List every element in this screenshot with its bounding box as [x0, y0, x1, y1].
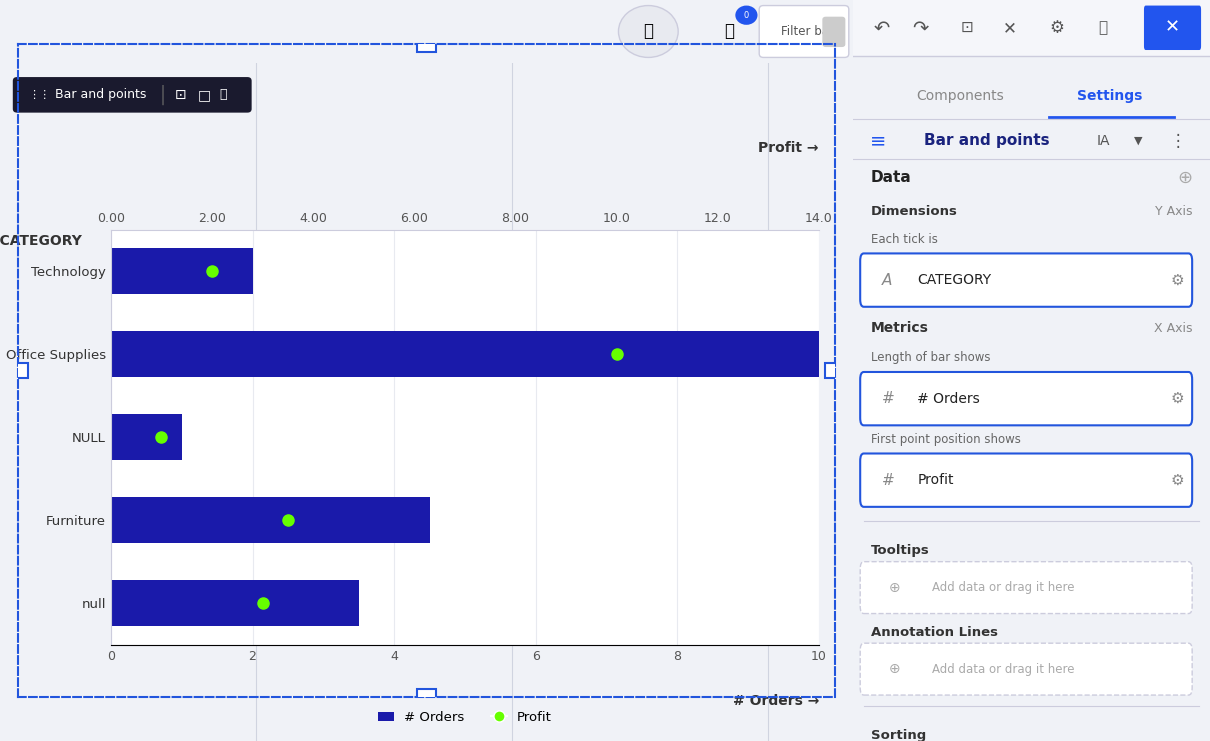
- Text: Bar and points: Bar and points: [56, 88, 146, 102]
- Text: Profit: Profit: [917, 473, 953, 487]
- Bar: [111, 331, 819, 377]
- Text: IA: IA: [1096, 134, 1110, 147]
- Text: ↑ CATEGORY: ↑ CATEGORY: [0, 234, 82, 247]
- Text: ⚙: ⚙: [1171, 273, 1185, 288]
- Text: Sorting: Sorting: [871, 729, 926, 741]
- Text: ⊡: ⊡: [175, 88, 186, 102]
- Text: #: #: [882, 391, 894, 406]
- FancyBboxPatch shape: [759, 6, 848, 58]
- Text: Annotation Lines: Annotation Lines: [871, 625, 998, 639]
- Text: Add data or drag it here: Add data or drag it here: [932, 581, 1074, 594]
- Text: Length of bar shows: Length of bar shows: [871, 351, 991, 365]
- FancyBboxPatch shape: [860, 643, 1192, 695]
- Text: ⊡: ⊡: [961, 20, 974, 36]
- FancyBboxPatch shape: [8, 362, 28, 379]
- Text: #: #: [882, 473, 894, 488]
- Text: ⋮: ⋮: [1170, 132, 1186, 150]
- Text: # Orders →: # Orders →: [732, 694, 819, 708]
- Text: Y Axis: Y Axis: [1154, 205, 1192, 218]
- Text: ⊕: ⊕: [888, 581, 900, 594]
- Bar: [111, 248, 253, 294]
- Text: ⊕: ⊕: [1177, 169, 1192, 187]
- Bar: [111, 414, 182, 460]
- FancyBboxPatch shape: [825, 362, 845, 379]
- FancyBboxPatch shape: [416, 36, 437, 53]
- Text: Filter bar: Filter bar: [780, 25, 834, 38]
- Text: Add data or drag it here: Add data or drag it here: [932, 662, 1074, 676]
- FancyBboxPatch shape: [13, 77, 252, 113]
- Text: Dimensions: Dimensions: [871, 205, 958, 218]
- Bar: [111, 497, 430, 543]
- FancyBboxPatch shape: [416, 688, 437, 705]
- Circle shape: [618, 5, 678, 58]
- Text: 🗑: 🗑: [219, 88, 226, 102]
- Text: X Axis: X Axis: [1153, 322, 1192, 335]
- Text: First point position shows: First point position shows: [871, 433, 1021, 446]
- Bar: [111, 580, 358, 626]
- Text: ⋮⋮: ⋮⋮: [28, 90, 51, 100]
- Text: ⚙: ⚙: [1171, 473, 1185, 488]
- Text: ✕: ✕: [1165, 19, 1180, 37]
- Text: □: □: [198, 88, 211, 102]
- Text: A: A: [882, 273, 892, 288]
- Text: 🛒: 🛒: [725, 22, 734, 41]
- Text: ↶: ↶: [874, 19, 889, 37]
- Bar: [853, 0, 1210, 56]
- Text: 👁: 👁: [644, 22, 653, 41]
- Text: ▼: ▼: [1134, 136, 1143, 146]
- Circle shape: [736, 5, 757, 24]
- Text: Bar and points: Bar and points: [924, 133, 1050, 148]
- Text: ✕: ✕: [1003, 19, 1018, 37]
- Text: 0: 0: [744, 10, 749, 20]
- FancyBboxPatch shape: [823, 17, 846, 47]
- FancyBboxPatch shape: [860, 562, 1192, 614]
- Text: Data: Data: [871, 170, 911, 185]
- FancyBboxPatch shape: [860, 372, 1192, 425]
- Text: CATEGORY: CATEGORY: [917, 273, 991, 287]
- Text: ⚙: ⚙: [1171, 391, 1185, 406]
- Text: Settings: Settings: [1077, 90, 1142, 103]
- Text: ≡: ≡: [870, 131, 886, 150]
- Text: Each tick is: Each tick is: [871, 233, 938, 246]
- FancyBboxPatch shape: [860, 253, 1192, 307]
- Text: Tooltips: Tooltips: [871, 544, 929, 557]
- Text: │: │: [157, 84, 168, 105]
- Text: Metrics: Metrics: [871, 322, 929, 335]
- Text: Profit →: Profit →: [759, 141, 819, 155]
- FancyBboxPatch shape: [1143, 6, 1202, 50]
- Text: # Orders: # Orders: [917, 392, 980, 405]
- Bar: [0, 0, 853, 63]
- Text: Components: Components: [916, 90, 1004, 103]
- FancyBboxPatch shape: [860, 453, 1192, 507]
- Text: ⚙: ⚙: [1049, 19, 1064, 37]
- Text: 💾: 💾: [1099, 20, 1107, 36]
- Legend: # Orders, Profit: # Orders, Profit: [373, 706, 558, 729]
- Text: ↷: ↷: [912, 19, 929, 37]
- Text: ⊕: ⊕: [888, 662, 900, 676]
